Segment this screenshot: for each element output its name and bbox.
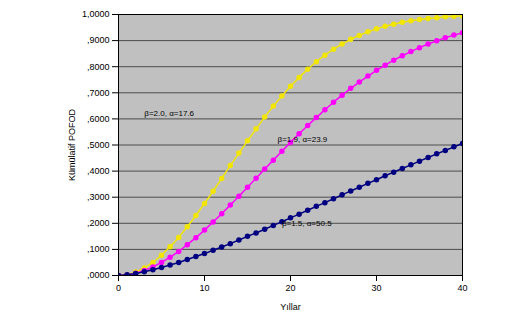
svg-text:,2000: ,2000 [87,218,110,228]
svg-text:Yıllar: Yıllar [280,302,301,312]
svg-text:30: 30 [371,283,381,293]
svg-text:,8000: ,8000 [87,62,110,72]
svg-text:β=1.5, α=50.5: β=1.5, α=50.5 [282,219,332,228]
svg-text:,4000: ,4000 [87,166,110,176]
svg-text:40: 40 [457,283,467,293]
svg-text:,9000: ,9000 [87,35,110,45]
svg-text:Kümülatif POFOD: Kümülatif POFOD [67,108,77,181]
svg-text:,0000: ,0000 [87,270,110,280]
svg-text:,6000: ,6000 [87,114,110,124]
svg-text:10: 10 [199,283,209,293]
svg-text:0: 0 [116,283,121,293]
svg-text:20: 20 [285,283,295,293]
svg-text:,5000: ,5000 [87,140,110,150]
svg-text:β=1.9, α=23.9: β=1.9, α=23.9 [278,135,328,144]
svg-text:,1000: ,1000 [87,244,110,254]
svg-text:,7000: ,7000 [87,88,110,98]
svg-text:β=2.0, α=17.6: β=2.0, α=17.6 [144,109,194,118]
svg-text:,3000: ,3000 [87,192,110,202]
svg-text:1,0000: 1,0000 [82,9,110,19]
